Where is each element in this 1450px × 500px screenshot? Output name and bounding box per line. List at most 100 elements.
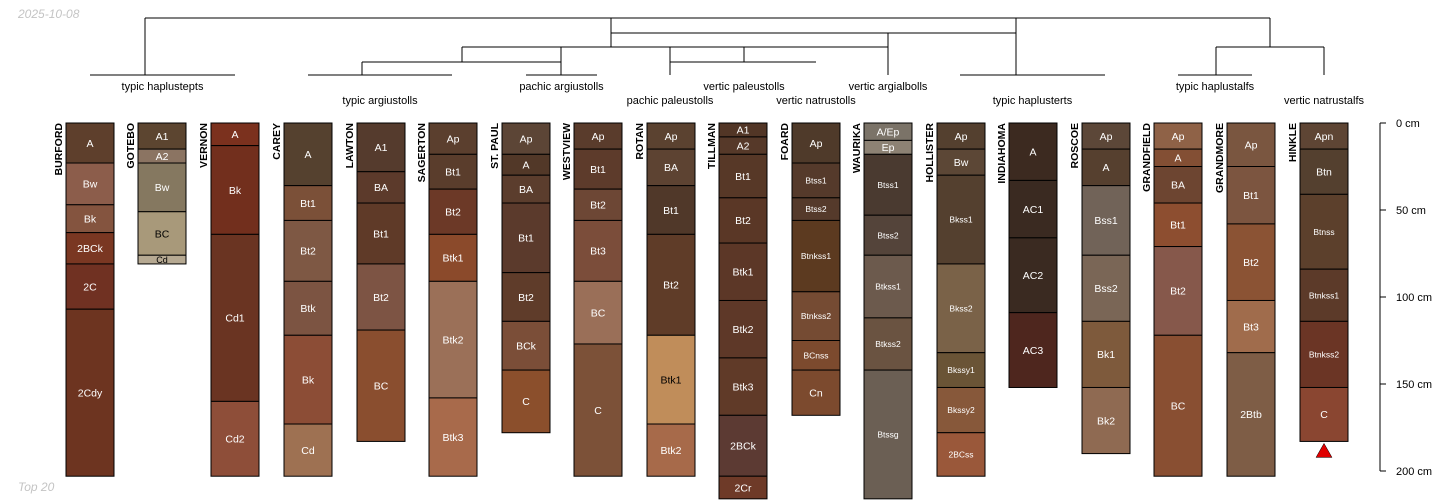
- horizon: [646, 334, 696, 425]
- profile-name: HOLLISTER: [924, 123, 936, 183]
- horizon-label: Btk3: [732, 381, 753, 393]
- horizon-label: Btss2: [877, 230, 899, 240]
- horizon-label: Btnss: [1313, 227, 1334, 237]
- horizon-label: BC: [591, 307, 606, 319]
- horizon: [1299, 386, 1349, 442]
- horizon-label: Btk: [300, 303, 316, 315]
- horizon-label: 2BCk: [77, 243, 103, 255]
- horizon: [646, 122, 696, 150]
- horizon-label: Cd: [301, 445, 315, 457]
- horizon: [65, 162, 115, 206]
- horizon: [791, 122, 841, 164]
- horizon: [718, 197, 768, 244]
- horizon: [791, 291, 841, 341]
- horizon-label: Bkss1: [949, 215, 972, 225]
- horizon-label: Bw: [83, 179, 98, 191]
- horizon: [718, 299, 768, 359]
- horizon: [428, 280, 478, 399]
- horizon-label: BC: [155, 228, 170, 240]
- horizon: [791, 340, 841, 371]
- profile-name: ROTAN: [634, 123, 646, 160]
- depth-axis-label: 0 cm: [1396, 118, 1420, 130]
- soil-profile: A1 A2 Bt1 Bt2 Btk1 Btk2 Btk3 2BCk 2Cr TILLMAN: [706, 122, 768, 500]
- soil-profile: Ap A BA Bt1 Bt2 BC GRANDFIELD: [1141, 122, 1203, 477]
- horizon-label: Cn: [809, 387, 823, 399]
- horizon-label: Bw: [155, 182, 170, 194]
- profile-name: SAGERTON: [416, 123, 428, 182]
- horizon: [210, 233, 260, 402]
- soil-profile: A AC1 AC2 AC3 INDIAHOMA: [996, 122, 1058, 388]
- horizon-label: A: [231, 129, 238, 141]
- horizon-label: A1: [375, 142, 388, 154]
- horizon: [1008, 179, 1058, 239]
- horizon-label: Bk1: [1097, 349, 1115, 361]
- horizon: [863, 369, 913, 500]
- horizon-label: Ap: [520, 133, 533, 145]
- horizon-label: Btkss1: [875, 282, 901, 292]
- taxon-label: typic haplustalfs: [1176, 81, 1255, 93]
- horizon-label: Btkss2: [875, 339, 901, 349]
- horizon: [1008, 237, 1058, 314]
- horizon: [936, 263, 986, 354]
- horizon: [137, 211, 187, 256]
- horizon-label: 2Cdy: [78, 387, 103, 399]
- soil-profile: A Bw Bk 2BCk 2C 2Cdy BURFORD: [53, 122, 115, 477]
- horizon: [210, 400, 260, 477]
- taxon-label: vertic natrustalfs: [1284, 95, 1365, 107]
- horizon-label: Ap: [810, 138, 823, 150]
- horizon: [646, 423, 696, 477]
- horizon-label: A1: [737, 125, 750, 137]
- horizon-label: C: [1320, 409, 1328, 421]
- horizon-label: Cd1: [225, 313, 244, 325]
- horizon: [1153, 166, 1203, 204]
- horizon-label: Bkssy2: [947, 405, 975, 415]
- horizon: [1299, 268, 1349, 322]
- profile-name: HINKLE: [1287, 123, 1299, 162]
- horizon-label: A: [1174, 153, 1181, 165]
- depth-axis-label: 50 cm: [1396, 205, 1426, 217]
- horizon-label: Bss1: [1094, 215, 1118, 227]
- horizon-label: A: [86, 138, 93, 150]
- soil-profile: Ap Bt1 Bt2 Btk1 Btk2 Btk3 SAGERTON: [416, 122, 478, 477]
- horizon-label: BCnss: [803, 350, 828, 360]
- horizon: [1008, 122, 1058, 181]
- horizon-label: 2Cr: [735, 482, 752, 494]
- depth-axis-label: 100 cm: [1396, 292, 1432, 304]
- horizon-label: Ap: [1172, 131, 1185, 143]
- horizon-label: Apn: [1315, 131, 1334, 143]
- horizon-label: BA: [374, 182, 388, 194]
- horizon: [428, 233, 478, 282]
- profile-name: GRANDFIELD: [1141, 123, 1153, 192]
- horizon: [501, 320, 551, 371]
- horizon-label: Btnkss1: [1309, 290, 1340, 300]
- horizon: [1153, 122, 1203, 150]
- horizon-label: Bkssy1: [947, 365, 975, 375]
- soil-profile: Ap A Bss1 Bss2 Bk1 Bk2 ROSCOE: [1069, 122, 1131, 455]
- horizon-label: Btnkss2: [1309, 349, 1340, 359]
- horizon-label: AC3: [1023, 345, 1044, 357]
- horizon: [646, 233, 696, 336]
- horizon-label: BCk: [516, 341, 537, 353]
- horizon: [65, 308, 115, 477]
- horizon: [936, 352, 986, 388]
- soil-profile: Ap A BA Bt1 Bt2 BCk C ST. PAUL: [489, 122, 551, 434]
- horizon-label: Cd2: [225, 434, 244, 446]
- horizon-label: Btk1: [442, 253, 463, 265]
- horizon-label: Ap: [1100, 131, 1113, 143]
- horizon-label: 2BCk: [730, 441, 756, 453]
- horizon: [1226, 122, 1276, 167]
- horizon-label: Bt1: [445, 167, 461, 179]
- horizon-label: AC2: [1023, 270, 1044, 282]
- footer-label: Top 20: [18, 480, 55, 494]
- horizon: [1299, 122, 1349, 150]
- taxon-label: vertic paleustolls: [703, 81, 785, 93]
- horizon-label: Bt2: [1170, 286, 1186, 298]
- horizon: [1008, 312, 1058, 388]
- horizon: [356, 171, 406, 204]
- horizon: [283, 334, 333, 425]
- horizon: [283, 219, 333, 282]
- horizon: [356, 122, 406, 173]
- horizon-label: Btk1: [660, 374, 681, 386]
- horizon-label: A/Ep: [877, 126, 900, 138]
- horizon: [428, 397, 478, 477]
